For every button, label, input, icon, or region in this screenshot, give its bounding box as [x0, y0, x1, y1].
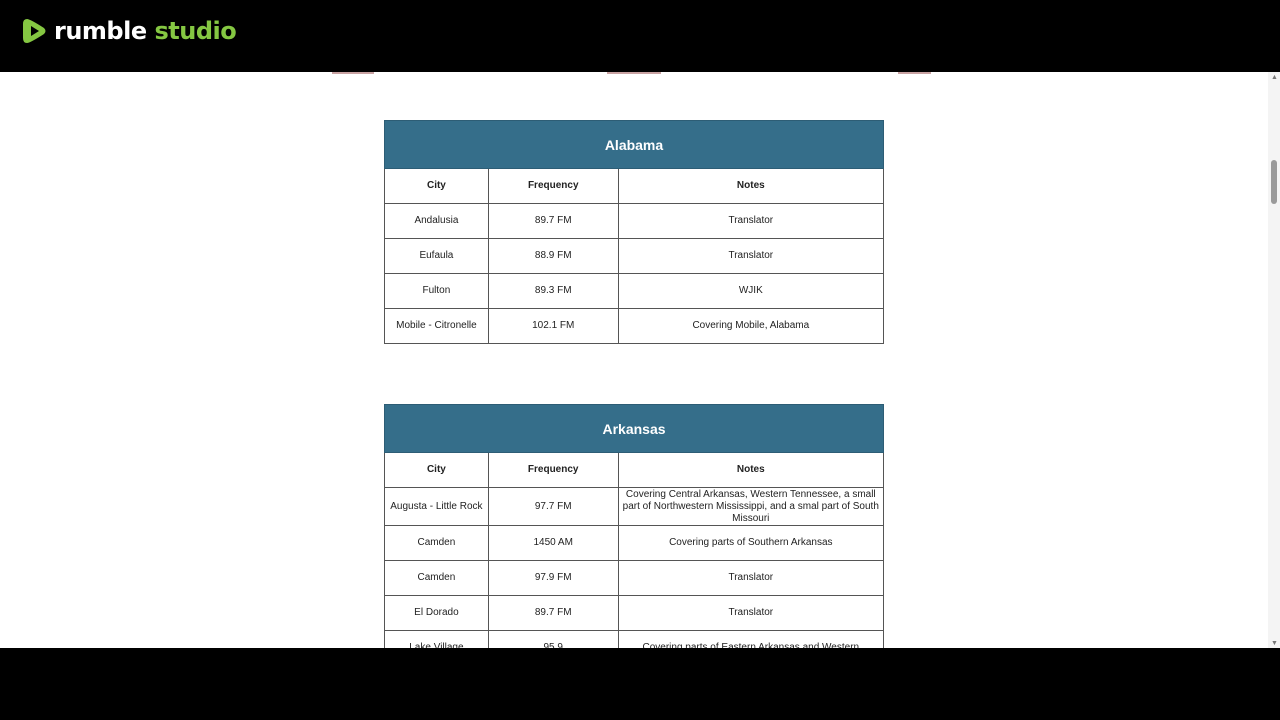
top-bar: rumble studio — [0, 0, 1280, 72]
table-row: El Dorado 89.7 FM Translator — [384, 595, 885, 631]
logo-word-studio: studio — [154, 17, 237, 45]
table-row: Andalusia 89.7 FM Translator — [384, 203, 885, 239]
cell-notes: Covering Central Arkansas, Western Tenne… — [617, 487, 885, 526]
table-row: Augusta - Little Rock 97.7 FM Covering Cen… — [384, 487, 885, 526]
col-header-notes: Notes — [617, 168, 885, 204]
table-row: Lake Village 95.9 Covering parts of Easter… — [384, 630, 885, 648]
cell-frequency: 89.7 FM — [487, 203, 619, 239]
col-header-city: City — [384, 452, 489, 488]
cell-notes: Translator — [617, 560, 885, 596]
arkansas-table: Arkansas City Frequency Notes Augusta - Li… — [384, 404, 885, 648]
col-header-city: City — [384, 168, 489, 204]
col-header-frequency: Frequency — [487, 168, 619, 204]
table-row: Fulton 89.3 FM WJIK — [384, 273, 885, 309]
table-title: Arkansas — [384, 404, 884, 453]
table-row: Camden 97.9 FM Translator — [384, 560, 885, 596]
cell-city: Augusta - Little Rock — [384, 487, 489, 526]
logo-word-rumble: rumble — [54, 17, 147, 45]
cell-notes: Translator — [617, 238, 885, 274]
cell-city: Andalusia — [384, 203, 489, 239]
cell-frequency: 97.9 FM — [487, 560, 619, 596]
cell-frequency: 95.9 — [487, 630, 619, 648]
link-underline — [332, 72, 374, 74]
cell-notes: Translator — [617, 203, 885, 239]
table-title: Alabama — [384, 120, 884, 169]
cell-city: Camden — [384, 560, 489, 596]
rumble-studio-logo[interactable]: rumble studio — [22, 16, 237, 46]
cell-city: El Dorado — [384, 595, 489, 631]
cell-notes: Translator — [617, 595, 885, 631]
cell-city: Lake Village — [384, 630, 489, 648]
table-row: Eufaula 88.9 FM Translator — [384, 238, 885, 274]
cell-notes: WJIK — [617, 273, 885, 309]
table-row: Camden 1450 AM Covering parts of Southern … — [384, 525, 885, 561]
cell-city: Mobile - Citronelle — [384, 308, 489, 344]
link-underline — [607, 72, 661, 74]
cell-city: Fulton — [384, 273, 489, 309]
alabama-table: Alabama City Frequency Notes Andalusia 89.7… — [384, 120, 885, 344]
table-row: Mobile - Citronelle 102.1 FM Covering Mobi… — [384, 308, 885, 344]
scroll-up-arrow-icon[interactable]: ▲ — [1271, 74, 1278, 81]
vertical-scrollbar[interactable]: ▲ ▼ — [1268, 72, 1280, 648]
cell-frequency: 97.7 FM — [487, 487, 619, 526]
cell-city: Camden — [384, 525, 489, 561]
scroll-down-arrow-icon[interactable]: ▼ — [1271, 640, 1278, 647]
cell-frequency: 1450 AM — [487, 525, 619, 561]
link-underline — [898, 72, 931, 74]
cell-notes: Covering parts of Eastern Arkansas and W… — [617, 630, 885, 648]
cell-frequency: 88.9 FM — [487, 238, 619, 274]
document-page: Alabama City Frequency Notes Andalusia 89.7… — [0, 72, 1280, 648]
rumble-play-icon — [23, 19, 46, 43]
scrollbar-thumb[interactable] — [1271, 160, 1277, 204]
cell-notes: Covering Mobile, Alabama — [617, 308, 885, 344]
cell-frequency: 89.3 FM — [487, 273, 619, 309]
cell-frequency: 102.1 FM — [487, 308, 619, 344]
cell-notes: Covering parts of Southern Arkansas — [617, 525, 885, 561]
col-header-notes: Notes — [617, 452, 885, 488]
cell-frequency: 89.7 FM — [487, 595, 619, 631]
cell-city: Eufaula — [384, 238, 489, 274]
col-header-frequency: Frequency — [487, 452, 619, 488]
